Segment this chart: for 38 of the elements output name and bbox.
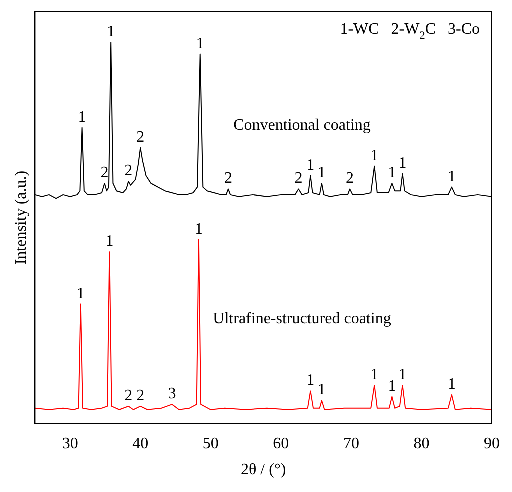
annotation: 1 [370,147,379,164]
annotation: 2 [100,164,109,182]
annotation: 1 [306,156,315,174]
annotation: 1 [306,372,315,390]
annotation: 2 [124,387,133,404]
annotation: 1 [448,168,456,186]
x-tick-label: 90 [484,435,500,452]
x-tick-label: 40 [132,435,149,452]
series-label: Conventional coating [234,116,371,134]
annotation: 1 [78,108,86,126]
x-tick-label: 30 [62,435,78,452]
annotation: 1 [370,366,379,384]
annotation: 1 [194,220,203,238]
annotation: 2 [346,170,354,188]
annotation: 2 [136,129,145,146]
annotation: 2 [224,170,232,188]
annotation: 1 [388,378,396,395]
annotation: 1 [398,366,407,384]
annotation: 1 [318,382,326,399]
annotation: 1 [318,164,326,182]
annotation: 2 [294,170,303,188]
annotation: 2 [124,162,133,180]
annotation: 1 [398,154,407,172]
annotation: 1 [196,35,204,52]
annotation: 3 [168,386,176,403]
annotation: 1 [107,23,116,40]
annotation: 1 [388,164,396,182]
y-axis-title: Intensity (a.u.) [12,170,30,265]
x-tick-label: 60 [273,435,290,452]
annotation: 2 [136,387,145,404]
x-axis-title: 2θ / (°) [241,462,286,479]
annotation: 1 [106,233,114,250]
x-tick-label: 50 [202,435,219,452]
x-tick-label: 80 [414,435,430,452]
x-tick-label: 70 [343,435,360,452]
annotation: 1 [76,285,85,302]
annotation: 1 [448,376,456,394]
series-label: Ultrafine-structured coating [213,310,392,328]
